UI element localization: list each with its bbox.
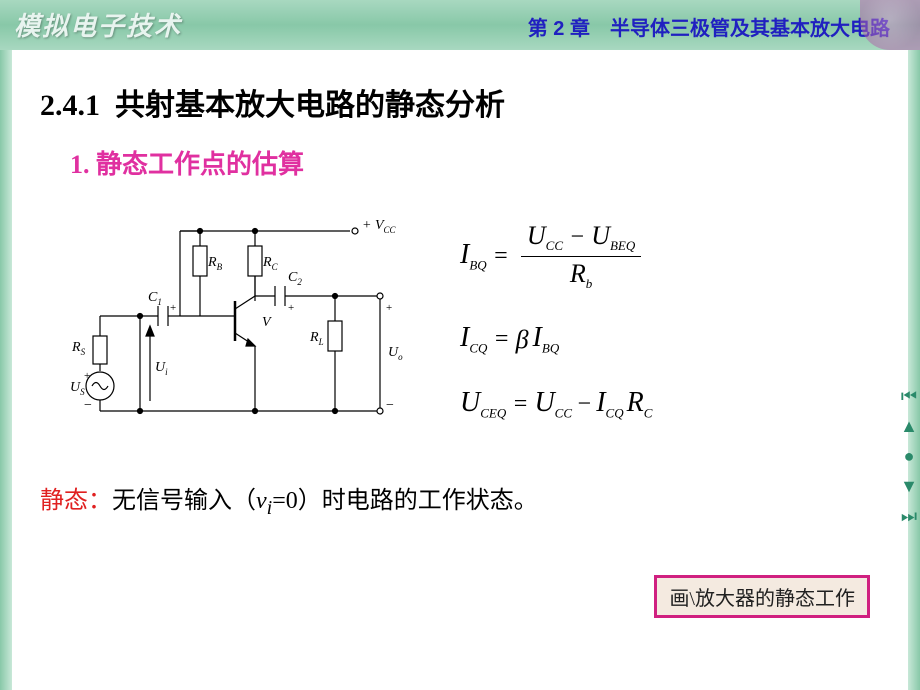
footer-text-a: 无信号输入（ <box>112 488 256 514</box>
svg-text:Uo: Uo <box>388 345 403 362</box>
book-title: 模拟电子技术 <box>14 6 182 43</box>
svg-text:RB: RB <box>207 255 223 272</box>
right-decoration-strip <box>908 50 920 690</box>
svg-text:−: − <box>386 398 394 413</box>
svg-text:+: + <box>84 370 90 382</box>
equations-block: IBQ = UCC − UBEQ Rb ICQ = β IBQ UCEQ <box>460 211 880 452</box>
svg-text:−: − <box>84 398 92 413</box>
static-label: 静态： <box>40 488 112 514</box>
main-row: + VCC RB RC C1 C2 RS RL US Ui Uo V + + +… <box>40 211 880 452</box>
slide-nav: ⏮ ▲ ● ▼ ⏭ <box>894 385 920 527</box>
svg-text:+: + <box>288 302 294 314</box>
equation-ibq: IBQ = UCC − UBEQ Rb <box>460 221 880 292</box>
svg-text:US: US <box>70 380 85 397</box>
header-bar: 模拟电子技术 第 2 章 半导体三极管及其基本放大电路 <box>0 0 920 50</box>
corner-badge-icon <box>860 0 920 50</box>
animation-link-box[interactable]: 画\放大器的静态工作 <box>654 575 870 618</box>
svg-text:RL: RL <box>309 330 324 347</box>
svg-text:RC: RC <box>262 255 279 272</box>
nav-prev-icon[interactable]: ▲ <box>897 415 920 437</box>
section-number: 2.4.1 <box>40 89 100 122</box>
svg-text:+ VCC: + VCC <box>362 218 397 235</box>
svg-text:C2: C2 <box>288 270 302 287</box>
section-heading: 2.4.1 共射基本放大电路的静态分析 <box>40 80 880 124</box>
sub-heading: 1. 静态工作点的估算 <box>70 144 880 181</box>
nav-first-icon[interactable]: ⏮ <box>897 385 920 407</box>
footer-text-b: =0）时电路的工作状态。 <box>272 488 538 514</box>
left-decoration-strip <box>0 50 12 690</box>
nav-last-icon[interactable]: ⏭ <box>897 505 920 527</box>
svg-text:Ui: Ui <box>155 360 168 377</box>
svg-text:+: + <box>386 302 392 314</box>
subheading-text: 静态工作点的估算 <box>96 150 304 179</box>
svg-text:+: + <box>170 302 176 314</box>
nav-next-icon[interactable]: ▼ <box>897 475 920 497</box>
equation-icq: ICQ = β IBQ <box>460 322 880 357</box>
subheading-number: 1. <box>70 150 90 179</box>
footer-definition: 静态：无信号输入（vi=0）时电路的工作状态。 <box>40 480 880 520</box>
section-title: 共射基本放大电路的静态分析 <box>115 89 505 122</box>
nav-current-icon[interactable]: ● <box>897 445 920 467</box>
chapter-title: 第 2 章 半导体三极管及其基本放大电路 <box>528 12 890 41</box>
svg-text:V: V <box>262 315 272 330</box>
animation-link-text: 画\放大器的静态工作 <box>669 588 855 610</box>
equation-uceq: UCEQ = UCC − ICQ RC <box>460 387 880 422</box>
circuit-diagram: + VCC RB RC C1 C2 RS RL US Ui Uo V + + +… <box>40 211 410 441</box>
svg-text:C1: C1 <box>148 290 162 307</box>
svg-text:RS: RS <box>71 340 86 357</box>
slide-content: 2.4.1 共射基本放大电路的静态分析 1. 静态工作点的估算 <box>20 60 900 680</box>
